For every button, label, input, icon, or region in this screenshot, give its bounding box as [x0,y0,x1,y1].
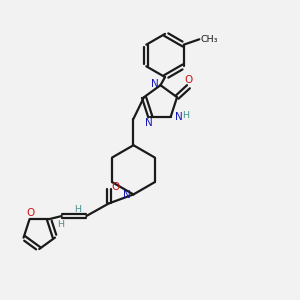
Text: CH₃: CH₃ [200,35,218,44]
Text: H: H [74,205,82,214]
Text: O: O [26,208,34,218]
Text: O: O [111,182,120,192]
Text: H: H [182,111,189,120]
Text: H: H [57,220,64,229]
Text: N: N [123,190,131,200]
Text: N: N [151,79,158,89]
Text: N: N [145,118,153,128]
Text: O: O [184,75,193,85]
Text: N: N [175,112,183,122]
